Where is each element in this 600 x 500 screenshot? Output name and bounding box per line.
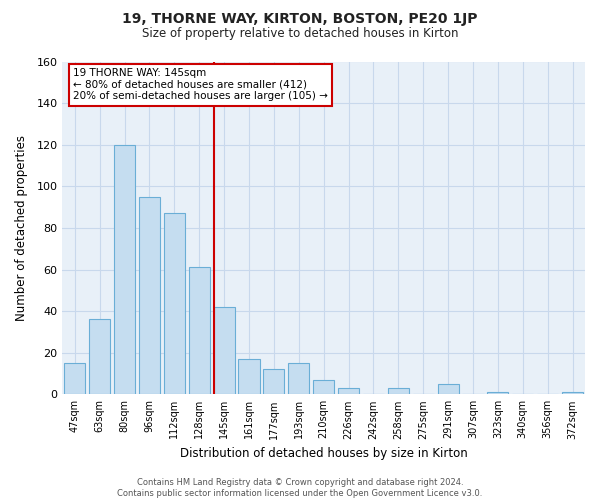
Bar xyxy=(214,307,235,394)
Bar xyxy=(114,144,135,394)
Bar xyxy=(64,363,85,394)
Text: 19 THORNE WAY: 145sqm
← 80% of detached houses are smaller (412)
20% of semi-det: 19 THORNE WAY: 145sqm ← 80% of detached … xyxy=(73,68,328,102)
Bar xyxy=(313,380,334,394)
Bar xyxy=(139,196,160,394)
Bar xyxy=(164,214,185,394)
Text: 19, THORNE WAY, KIRTON, BOSTON, PE20 1JP: 19, THORNE WAY, KIRTON, BOSTON, PE20 1JP xyxy=(122,12,478,26)
Bar xyxy=(562,392,583,394)
Bar xyxy=(188,268,210,394)
Bar xyxy=(238,359,260,394)
Bar xyxy=(388,388,409,394)
Bar xyxy=(89,320,110,394)
Text: Contains HM Land Registry data © Crown copyright and database right 2024.
Contai: Contains HM Land Registry data © Crown c… xyxy=(118,478,482,498)
Bar xyxy=(487,392,508,394)
Bar xyxy=(437,384,458,394)
Y-axis label: Number of detached properties: Number of detached properties xyxy=(15,135,28,321)
Text: Size of property relative to detached houses in Kirton: Size of property relative to detached ho… xyxy=(142,28,458,40)
Bar xyxy=(263,370,284,394)
X-axis label: Distribution of detached houses by size in Kirton: Distribution of detached houses by size … xyxy=(180,447,467,460)
Bar xyxy=(338,388,359,394)
Bar xyxy=(288,363,310,394)
